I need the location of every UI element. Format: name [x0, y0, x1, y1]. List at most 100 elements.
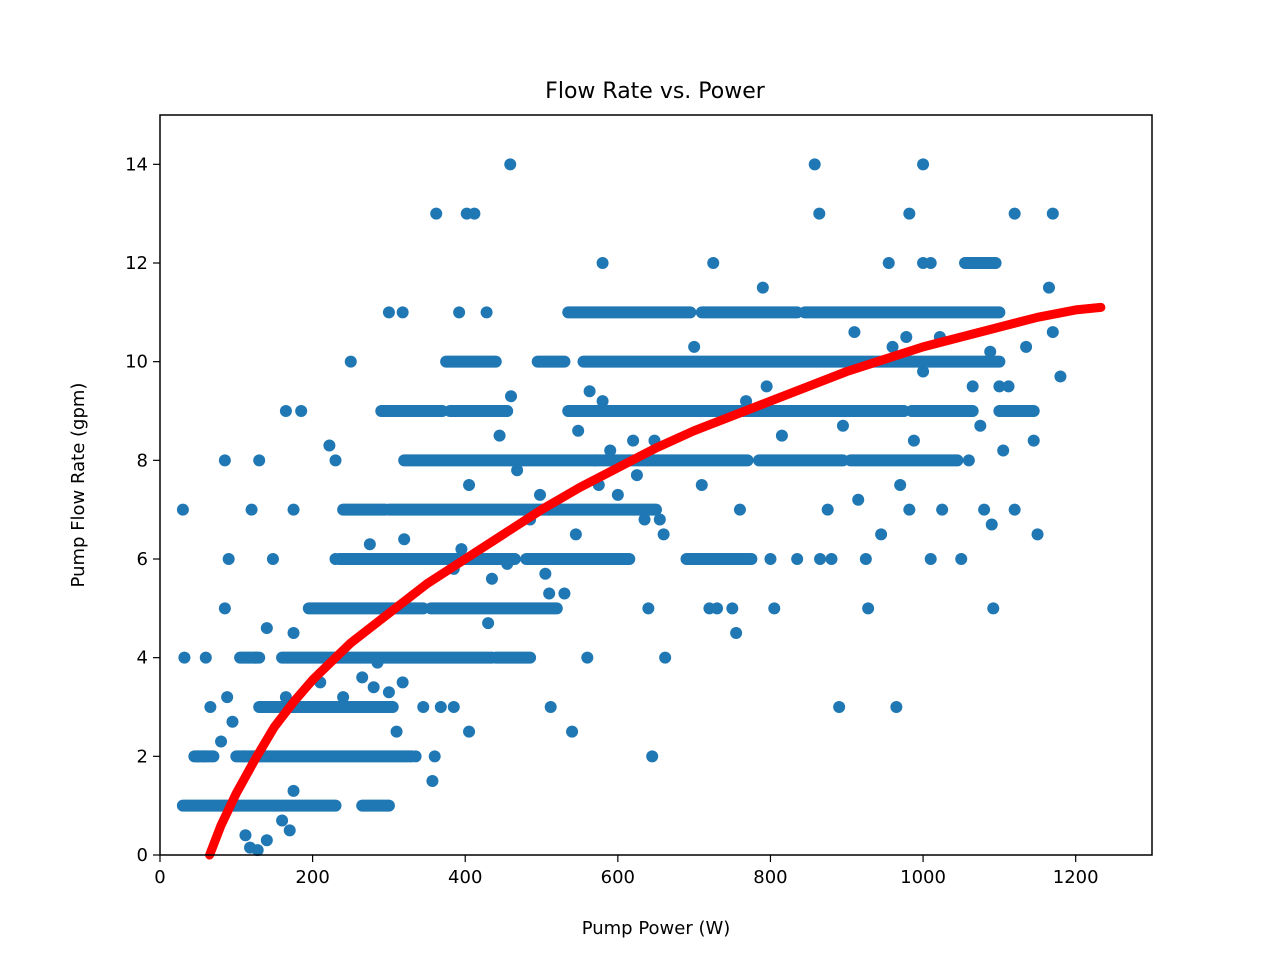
- scatter-point: [997, 444, 1010, 457]
- y-tick-label: 12: [125, 253, 148, 274]
- scatter-point: [985, 518, 998, 531]
- scatter-point: [245, 503, 258, 516]
- scatter-point: [903, 503, 916, 516]
- y-tick-label: 8: [137, 450, 148, 471]
- scatter-point: [791, 553, 804, 565]
- y-tick-label: 2: [137, 746, 148, 767]
- scatter-point: [396, 676, 409, 689]
- scatter-point: [627, 434, 640, 447]
- fit-curve: [205, 302, 1106, 860]
- scatter-point: [583, 385, 596, 398]
- scatter-point: [222, 553, 235, 565]
- scatter-point: [936, 503, 949, 516]
- scatter-point: [199, 651, 212, 664]
- x-tick-label: 400: [448, 867, 482, 888]
- scatter-point: [253, 454, 266, 467]
- scatter-point: [371, 656, 384, 669]
- scatter-point: [511, 464, 524, 477]
- scatter-point: [886, 340, 899, 353]
- scatter-point: [218, 602, 231, 615]
- scatter-point: [966, 380, 979, 393]
- scatter-point: [836, 419, 849, 432]
- scatter-point: [287, 627, 300, 639]
- scatter-point: [283, 824, 296, 837]
- scatter-point: [756, 281, 769, 294]
- scatter-point: [894, 479, 907, 491]
- scatter-point: [276, 814, 289, 827]
- y-tick-label: 4: [137, 648, 148, 669]
- scatter-point: [480, 306, 493, 319]
- scatter-point: [993, 380, 1006, 393]
- scatter-point: [337, 691, 350, 704]
- scatter-point: [226, 715, 239, 728]
- scatter-point: [821, 503, 834, 516]
- scatter-point: [1031, 528, 1044, 541]
- scatter-point: [544, 701, 557, 713]
- scatter-point: [740, 395, 753, 408]
- scatter-point: [279, 691, 292, 704]
- scatter-point: [882, 257, 895, 269]
- scatter-point: [493, 429, 506, 442]
- scatter-point: [504, 158, 517, 171]
- scatter-point: [917, 158, 930, 171]
- scatter-point: [356, 671, 369, 684]
- scatter-point: [733, 503, 746, 516]
- scatter-point: [852, 493, 865, 506]
- scatter-point: [596, 257, 609, 269]
- scatter-point: [1027, 434, 1040, 447]
- scatter-point: [978, 503, 991, 516]
- scatter-point: [907, 434, 920, 447]
- scatter-point: [215, 735, 228, 748]
- scatter-point: [566, 725, 579, 738]
- scatter-point: [638, 513, 651, 526]
- scatter-point: [955, 553, 968, 565]
- scatter-point: [775, 429, 788, 442]
- scatter-point: [1042, 281, 1055, 294]
- scatter-point: [367, 681, 380, 694]
- x-tick-label: 1200: [1053, 867, 1099, 888]
- scatter-point: [1002, 380, 1015, 393]
- scatter-point: [453, 306, 466, 319]
- scatter-point: [417, 701, 430, 713]
- scatter-point: [768, 602, 781, 615]
- scatter-point: [1008, 207, 1021, 220]
- y-tick-label: 6: [137, 549, 148, 570]
- scatter-point: [808, 158, 821, 171]
- scatter-point: [176, 503, 189, 516]
- plot-marks: [176, 158, 1106, 860]
- scatter-point: [596, 395, 609, 408]
- scatter-point: [917, 365, 930, 378]
- scatter-point: [430, 207, 443, 220]
- scatter-point: [825, 553, 838, 565]
- scatter-point: [178, 651, 191, 664]
- scatter-point: [558, 587, 571, 600]
- scatter-point: [653, 513, 666, 526]
- scatter-point: [572, 424, 585, 437]
- scatter-point: [924, 257, 937, 269]
- x-tick-label: 0: [154, 867, 165, 888]
- scatter-point: [581, 651, 594, 664]
- scatter-point: [987, 602, 1000, 615]
- y-tick-label: 0: [137, 845, 148, 866]
- scatter-point: [730, 627, 743, 639]
- scatter-point: [984, 345, 997, 358]
- scatter-point: [924, 553, 937, 565]
- chart-title: Flow Rate vs. Power: [545, 79, 766, 104]
- scatter-point: [398, 533, 411, 546]
- scatter-point: [382, 686, 395, 699]
- scatter-point: [237, 750, 250, 763]
- scatter-point: [890, 701, 903, 713]
- scatter-point: [287, 784, 300, 797]
- scatter-point: [543, 587, 556, 600]
- scatter-point: [569, 528, 582, 541]
- x-axis-label: Pump Power (W): [582, 918, 731, 939]
- scatter-point: [1008, 503, 1021, 516]
- scatter-point: [382, 306, 395, 319]
- scatter-point: [1046, 326, 1059, 339]
- y-tick-label: 14: [125, 154, 148, 175]
- scatter-point: [396, 306, 409, 319]
- x-tick-label: 1000: [900, 867, 946, 888]
- scatter-point: [295, 405, 308, 417]
- scatter-point: [426, 775, 439, 787]
